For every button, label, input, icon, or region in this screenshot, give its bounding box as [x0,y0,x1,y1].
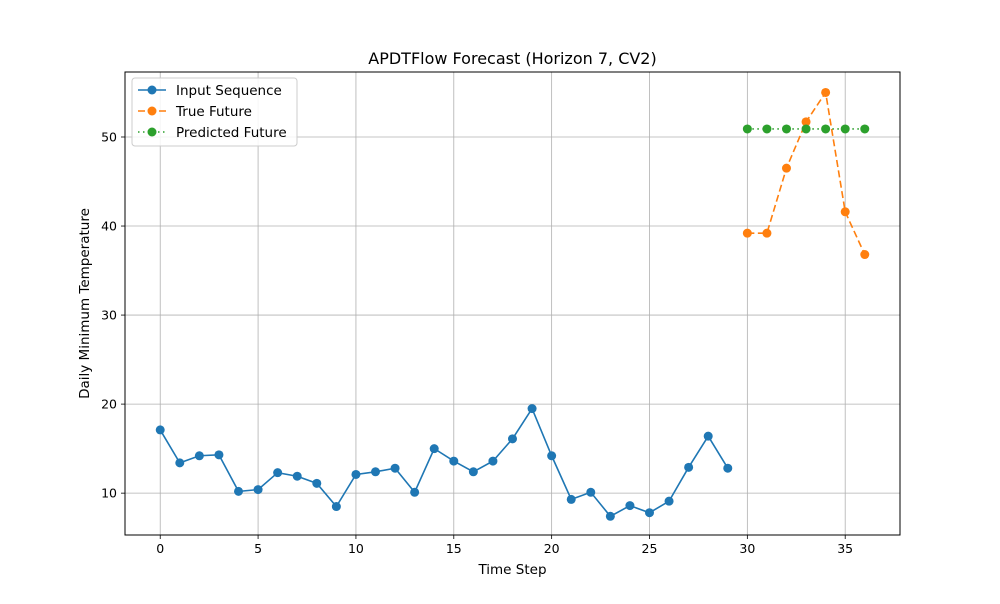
x-tick-label: 15 [446,541,462,556]
data-point [762,228,772,238]
legend: Input Sequence True Future Predicted Futur… [131,77,298,147]
data-point [234,486,244,496]
data-point [331,502,341,512]
x-axis-label: Time Step [477,562,546,578]
data-point [840,207,850,217]
legend-swatch-marker [147,85,157,95]
data-point [742,124,752,134]
data-point [605,511,615,521]
data-point [684,462,694,472]
legend-item: Input Sequence [138,83,282,99]
legend-swatch-marker [147,106,157,116]
legend-item: Predicted Future [138,125,287,141]
data-point [371,467,381,477]
data-point [527,404,537,414]
data-point [273,468,283,478]
legend-swatch-marker [147,127,157,137]
data-point [781,163,791,173]
series-1 [742,87,870,260]
data-point [801,117,811,127]
plot-area-frame [124,71,901,536]
y-tick-label: 30 [101,308,117,323]
tick-layer: 0 5 10 15 20 25 30 35 10 20 30 40 50 [101,129,853,556]
y-tick-label: 20 [101,397,117,412]
data-point [586,487,596,497]
data-point [840,124,850,134]
data-point [429,444,439,454]
data-point [664,496,674,506]
data-point [762,124,772,134]
data-point [292,471,302,481]
x-tick-label: 0 [156,541,164,556]
series-0 [155,404,733,521]
data-point [175,458,185,468]
data-point [742,228,752,238]
data-point [194,451,204,461]
data-point [644,508,654,518]
x-tick-label: 5 [254,541,262,556]
legend-box [131,77,298,147]
x-tick-label: 35 [837,541,853,556]
y-tick-label: 10 [101,486,117,501]
x-tick-label: 25 [642,541,658,556]
data-point [703,431,713,441]
data-point [312,478,322,488]
chart-title: APDTFlow Forecast (Horizon 7, CV2) [368,49,656,68]
data-point [860,250,870,260]
data-point [625,501,635,511]
data-point [781,124,791,134]
data-point [723,463,733,473]
legend-label: Predicted Future [176,125,287,141]
legend-item: True Future [138,104,252,120]
data-point [547,451,557,461]
data-point [860,124,870,134]
legend-label: Input Sequence [176,83,282,99]
data-point [508,434,517,444]
data-point [155,425,165,435]
data-point [214,450,224,460]
data-point [488,456,498,466]
data-point [566,494,576,504]
data-point [253,485,263,495]
series-2 [742,124,870,134]
data-point [821,124,831,134]
data-point [801,124,811,134]
data-point [410,487,420,497]
legend-label: True Future [175,104,252,120]
data-point [468,467,478,477]
grid-layer [125,72,900,535]
data-point [390,463,400,473]
y-tick-label: 40 [101,219,117,234]
x-tick-label: 10 [348,541,364,556]
x-tick-label: 30 [739,541,755,556]
y-tick-label: 50 [101,129,117,144]
y-axis-label: Daily Minimum Temperature [77,208,93,399]
data-point [449,456,459,466]
series-layer [155,87,870,521]
data-point [821,87,831,97]
data-point [351,469,361,479]
x-tick-label: 20 [544,541,560,556]
